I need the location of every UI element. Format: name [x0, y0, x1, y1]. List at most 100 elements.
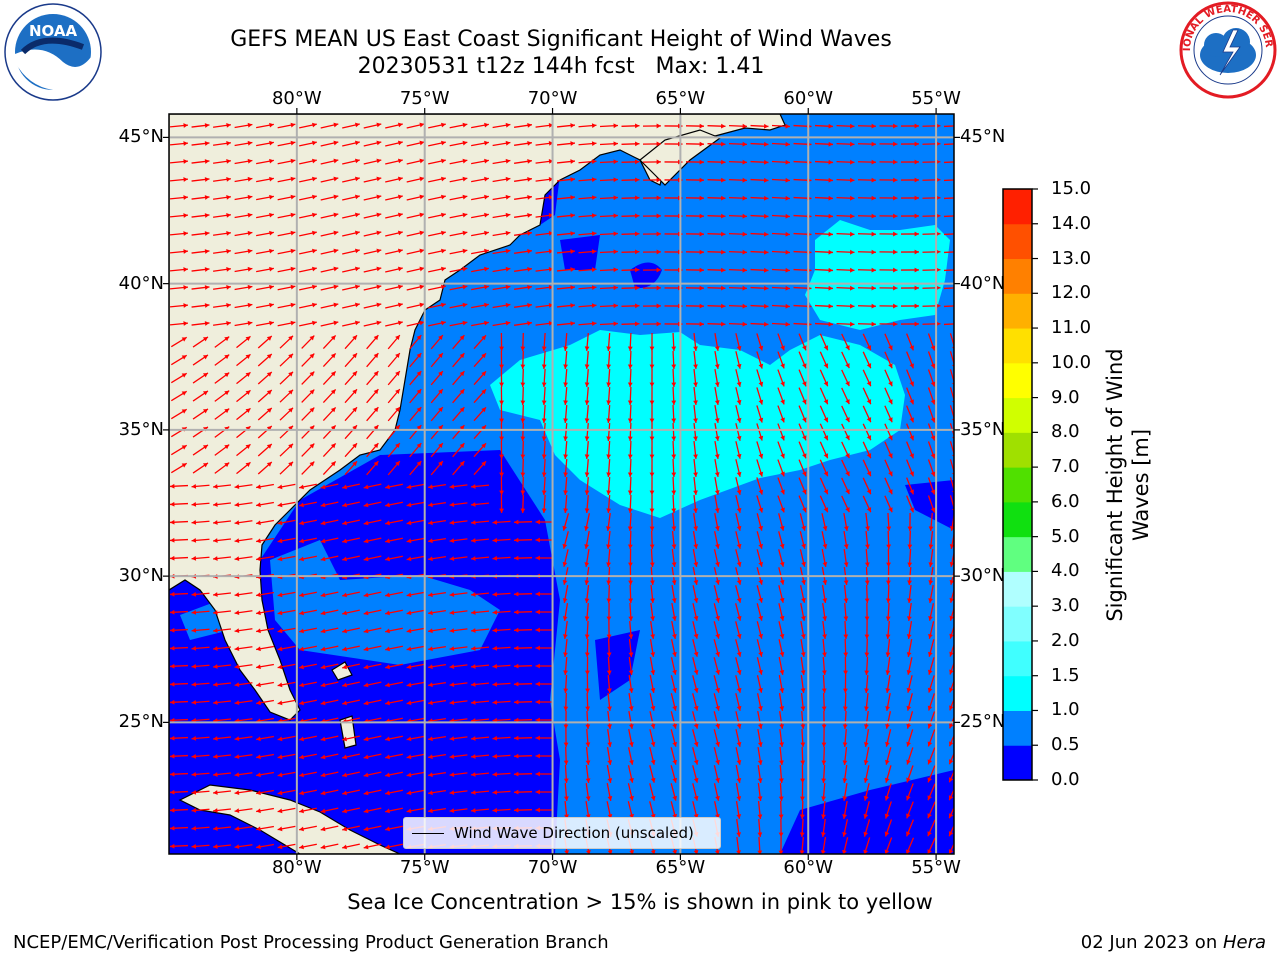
wind-wave-arrowhead — [799, 850, 805, 854]
wind-wave-arrowhead — [191, 609, 197, 615]
wind-wave-arrowhead — [299, 592, 304, 598]
wind-wave-arrowhead — [191, 501, 197, 507]
wind-wave-arrowhead — [514, 771, 519, 777]
wind-wave-arrowhead — [181, 373, 187, 378]
wind-wave-arrowhead — [277, 520, 283, 526]
wind-wave-arrowhead — [800, 670, 806, 675]
wind-wave-arrowhead — [514, 555, 519, 561]
wind-wave-arrowhead — [459, 335, 465, 341]
wind-wave-arrowhead — [428, 628, 433, 634]
wind-wave-arrowhead — [563, 400, 569, 405]
wind-wave-arrowhead — [736, 543, 742, 549]
wind-wave-arrow — [943, 125, 954, 128]
wind-wave-arrowhead — [785, 213, 790, 219]
wind-wave-arrowhead — [758, 417, 764, 423]
wind-wave-arrowhead — [256, 646, 261, 652]
wind-wave-arrowhead — [736, 687, 742, 693]
wind-wave-arrowhead — [170, 591, 175, 597]
wind-wave-arrowhead — [842, 760, 848, 765]
wind-wave-arrowhead — [170, 681, 175, 687]
wind-wave-arrowhead — [419, 284, 425, 290]
wind-wave-arrowhead — [385, 646, 390, 652]
wind-wave-arrowhead — [191, 681, 197, 687]
wind-wave-arrowhead — [484, 230, 489, 236]
wind-wave-arrowhead — [535, 555, 540, 561]
wind-wave-arrowhead — [866, 417, 872, 423]
wind-wave-arrowhead — [613, 195, 618, 201]
wind-wave-arrowhead — [459, 371, 465, 377]
legend-line-swatch — [412, 832, 444, 834]
wind-wave-arrowhead — [914, 213, 919, 219]
wind-wave-arrowhead — [885, 759, 890, 765]
wind-wave-arrowhead — [885, 634, 891, 639]
wind-wave-arrowhead — [449, 736, 455, 741]
wind-wave-arrowhead — [191, 753, 197, 759]
wind-wave-arrowhead — [627, 400, 633, 405]
wind-wave-arrowhead — [779, 760, 784, 765]
colorbar-tick-label: 11.0 — [1051, 317, 1092, 339]
wind-wave-arrowhead — [562, 634, 568, 639]
wind-wave-arrowhead — [449, 538, 455, 543]
wind-wave-arrowhead — [930, 381, 936, 387]
wind-wave-arrowhead — [520, 364, 526, 369]
wind-wave-arrowhead — [183, 285, 188, 290]
wind-wave-arrowhead — [213, 826, 218, 831]
wind-wave-arrowhead — [586, 850, 591, 854]
wind-wave-arrowhead — [320, 538, 326, 544]
wind-wave-arrowhead — [385, 808, 390, 814]
wind-wave-arrowhead — [290, 158, 296, 164]
wind-wave-arrowhead — [492, 591, 498, 597]
wind-wave-arrowhead — [828, 213, 833, 219]
wind-wave-arrowhead — [758, 706, 763, 711]
wind-wave-arrowhead — [650, 849, 656, 854]
wind-wave-arrowhead — [671, 436, 677, 441]
wind-wave-arrowhead — [715, 651, 721, 657]
wind-wave-arrowhead — [213, 592, 218, 597]
wind-wave-arrowhead — [693, 849, 699, 854]
wind-wave-arrowhead — [714, 436, 720, 441]
wind-wave-arrowhead — [342, 754, 347, 760]
wind-wave-arrowhead — [888, 507, 893, 513]
colorbar-segment — [1003, 223, 1032, 260]
wind-wave-arrowhead — [758, 561, 764, 567]
wind-wave-arrowhead — [170, 501, 175, 507]
wind-wave-arrowhead — [742, 195, 747, 201]
wind-wave-arrowhead — [419, 302, 425, 308]
wind-wave-arrowhead — [871, 213, 876, 219]
wind-wave-arrowhead — [385, 772, 390, 778]
wind-wave-arrowhead — [290, 302, 296, 308]
wind-wave-arrowhead — [562, 598, 568, 603]
wind-wave-arrowhead — [914, 249, 919, 255]
wind-wave-arrowhead — [693, 777, 699, 783]
wind-wave-arrowhead — [864, 598, 870, 603]
wind-wave-arrowhead — [481, 371, 486, 377]
wind-wave-arrowhead — [721, 159, 726, 165]
wind-wave-arrowhead — [591, 213, 597, 219]
wind-wave-arrow — [943, 269, 954, 272]
wind-wave-arrowhead — [758, 363, 764, 369]
wind-wave-arrowhead — [406, 790, 412, 796]
wind-wave-arrowhead — [871, 267, 876, 273]
wind-wave-arrowhead — [312, 302, 317, 308]
wind-wave-arrowhead — [269, 320, 274, 326]
wind-wave-arrowhead — [927, 831, 932, 837]
wind-wave-arrowhead — [376, 230, 382, 236]
wind-wave-arrowhead — [462, 194, 468, 200]
wind-wave-arrowhead — [850, 285, 855, 291]
wind-wave-arrowhead — [893, 285, 898, 291]
wind-wave-arrow — [949, 441, 954, 456]
wind-wave-arrowhead — [957, 231, 961, 236]
wind-wave-arrowhead — [949, 633, 954, 639]
lat-label-left: 35°N — [118, 418, 164, 440]
wind-wave-arrowhead — [928, 580, 934, 585]
wind-wave-arrowhead — [763, 177, 769, 183]
wind-wave-arrowhead — [884, 849, 890, 854]
wind-wave-arrowhead — [548, 303, 554, 308]
wind-wave-arrowhead — [471, 736, 476, 741]
wind-wave-arrowhead — [438, 443, 443, 449]
wind-wave-arrowhead — [484, 284, 489, 290]
wind-wave-arrowhead — [499, 490, 504, 495]
wind-wave-arrowhead — [481, 461, 486, 467]
wind-wave-arrowhead — [395, 335, 400, 341]
wind-wave-arrowhead — [613, 177, 618, 183]
